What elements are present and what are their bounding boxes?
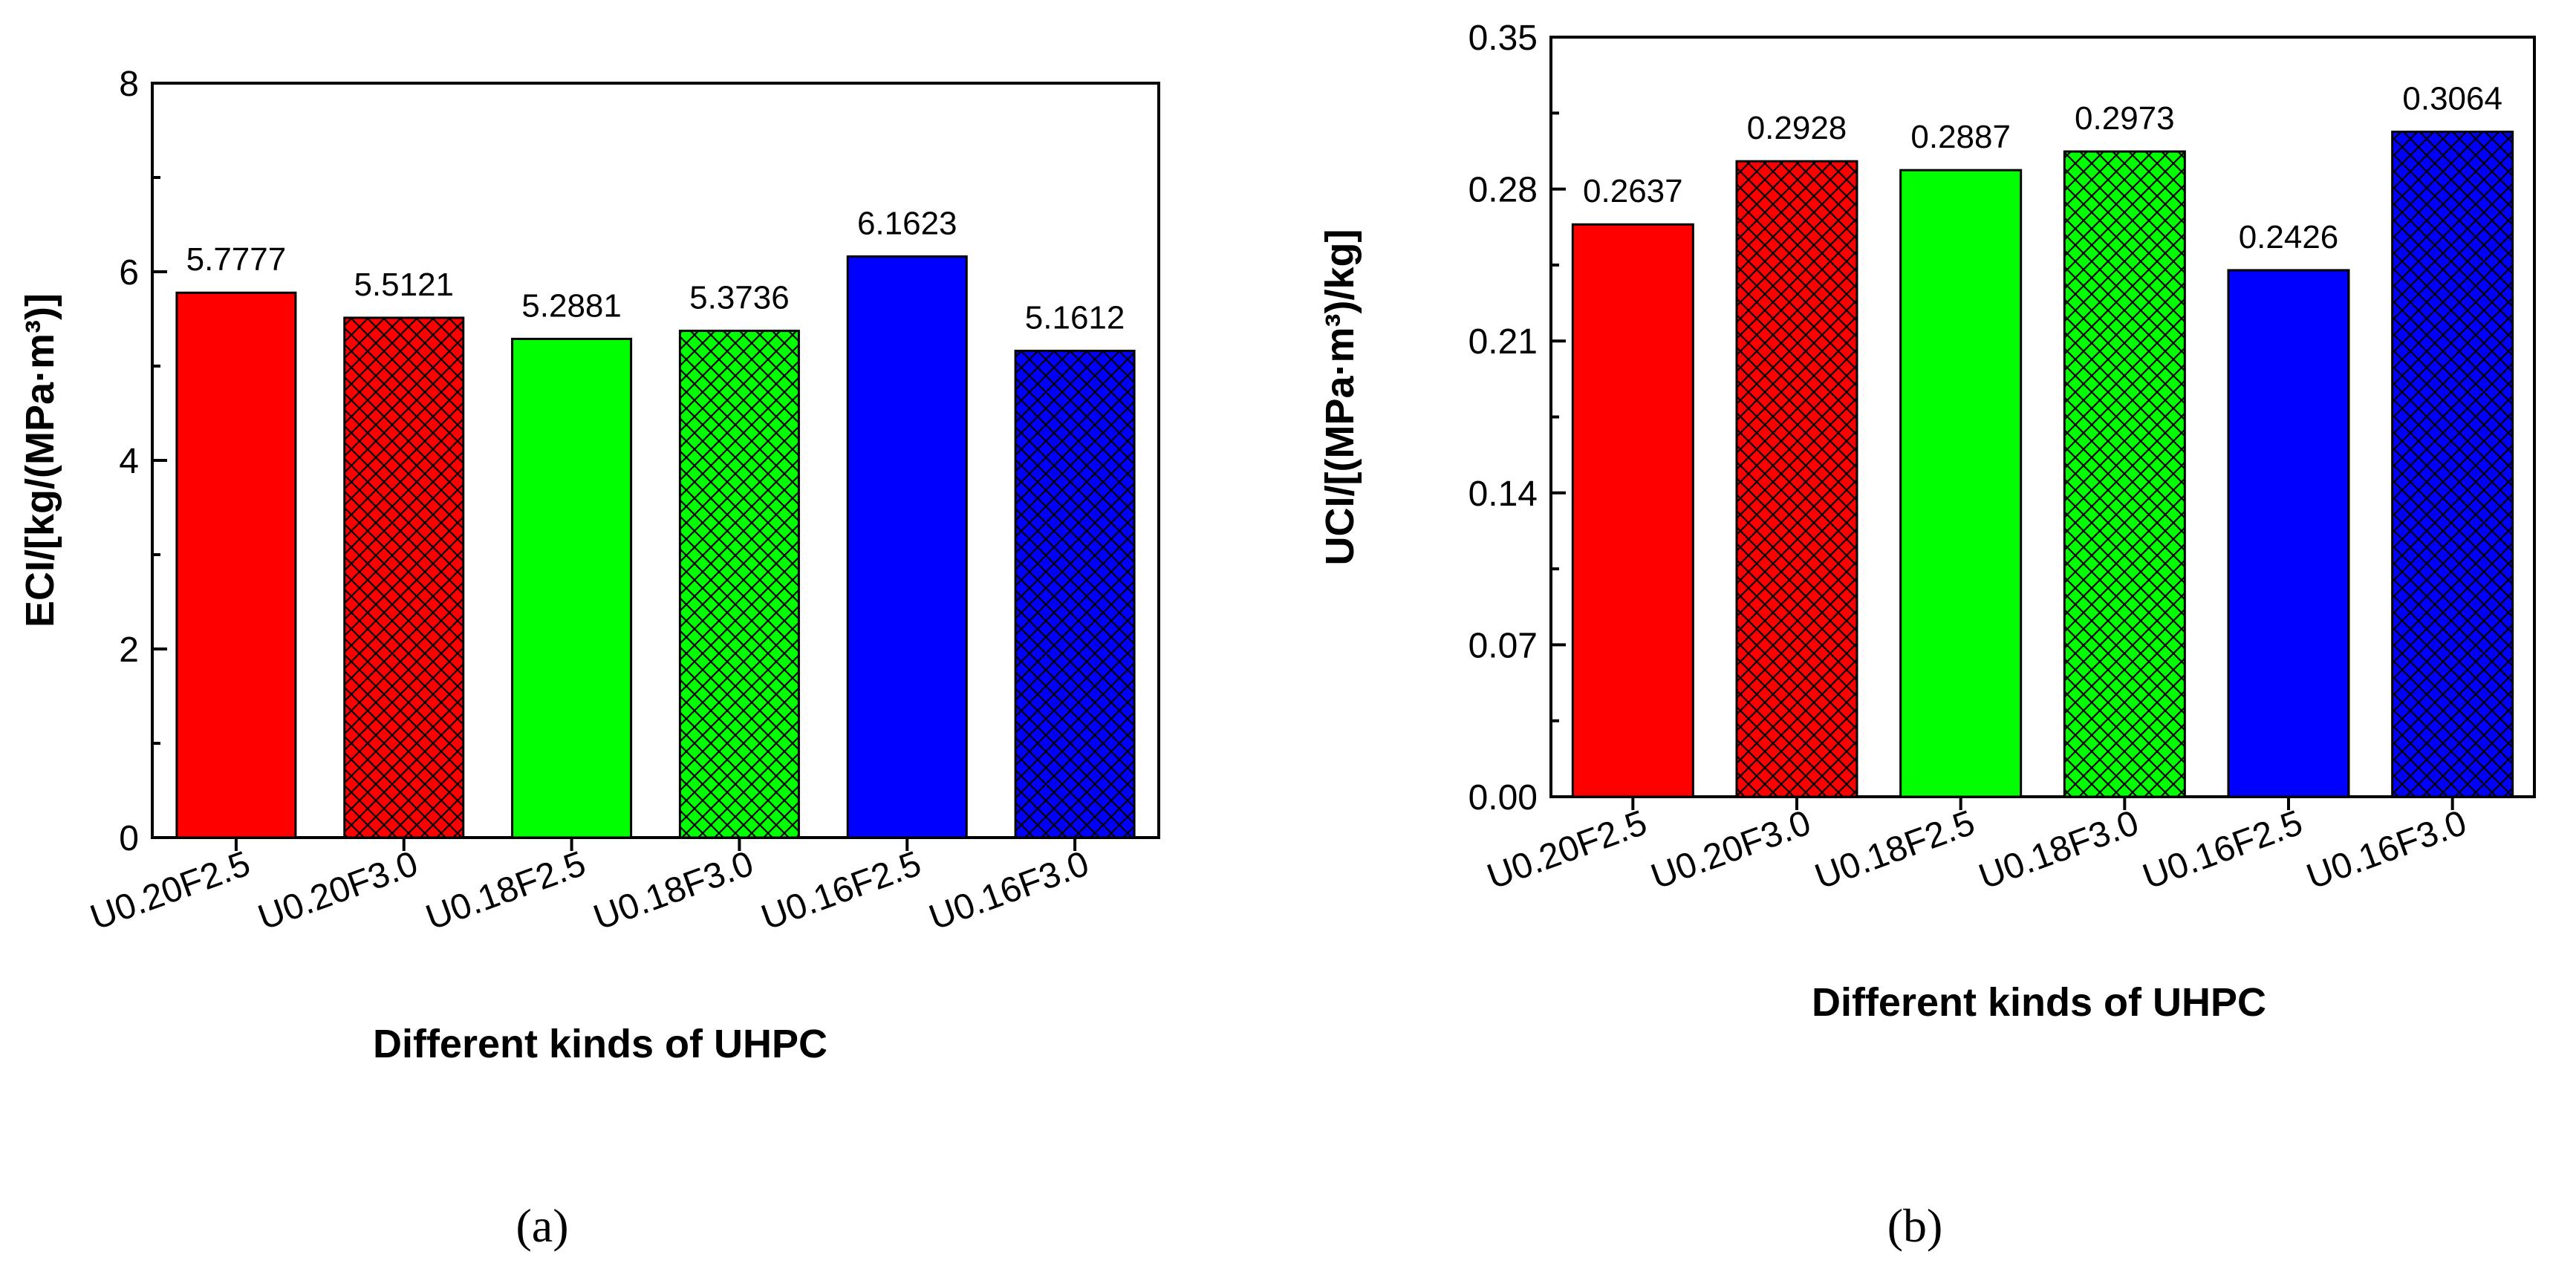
x-tick-label: U0.18F3.0 — [588, 844, 758, 938]
x-tick-label: U0.20F2.5 — [85, 844, 256, 938]
y-tick-label: 8 — [119, 65, 139, 104]
data-label: 0.2887 — [1910, 119, 2011, 155]
data-label: 0.2973 — [2075, 100, 2175, 137]
data-label: 5.2881 — [521, 287, 622, 324]
data-label: 5.5121 — [354, 267, 454, 303]
bar-U0-16F2-5 — [2227, 269, 2350, 798]
data-label: 5.1612 — [1025, 300, 1125, 336]
y-tick-label: 0.21 — [1468, 322, 1538, 362]
x-tick-label: U0.20F3.0 — [1646, 803, 1816, 897]
y-tick-label: 0 — [119, 819, 139, 858]
bar-U0-18F3-0 — [2063, 150, 2186, 798]
x-tick-label: U0.16F3.0 — [2302, 803, 2472, 897]
y-tick-label: 0.00 — [1468, 778, 1538, 818]
x-tick-label: U0.18F2.5 — [1810, 803, 1980, 897]
bar-U0-20F2-5 — [175, 291, 297, 839]
bar-U0-18F2-5 — [1899, 169, 2023, 798]
x-tick-label: U0.20F3.0 — [253, 844, 423, 938]
bar-U0-18F2-5 — [511, 337, 633, 839]
y-tick-label: 2 — [119, 630, 139, 670]
data-label: 6.1623 — [857, 205, 957, 241]
x-tick-label: U0.16F2.5 — [756, 844, 926, 938]
data-label: 0.2928 — [1747, 110, 1847, 146]
data-label: 0.3064 — [2402, 80, 2502, 117]
data-label: 5.7777 — [186, 241, 287, 278]
x-axis-title: Different kinds of UHPC — [1812, 980, 2266, 1025]
y-tick-label: 0.07 — [1468, 626, 1538, 665]
data-label: 0.2426 — [2239, 219, 2339, 255]
y-tick-label: 4 — [119, 442, 139, 481]
bar-U0-20F3-0 — [343, 316, 465, 839]
y-tick-label: 0.35 — [1468, 19, 1538, 58]
panel-label: (b) — [1887, 1199, 1943, 1252]
plot-frame — [151, 82, 1160, 839]
data-label: 5.3736 — [689, 280, 790, 316]
y-tick-label: 0.28 — [1468, 171, 1538, 210]
bar-U0-16F2-5 — [846, 255, 968, 839]
bar-U0-16F3-0 — [1014, 350, 1136, 839]
y-tick-label: 6 — [119, 253, 139, 293]
chart-panel-b: UCI/[(MPa·m³)/kg] Different kinds of UHP… — [1318, 19, 2536, 1252]
x-tick-label: U0.18F2.5 — [421, 844, 591, 938]
bar-U0-16F3-0 — [2391, 130, 2514, 798]
data-label: 0.2637 — [1583, 173, 1683, 209]
panel-label: (a) — [515, 1199, 568, 1252]
bar-U0-20F3-0 — [1735, 160, 1858, 798]
y-axis-title: ECI/[kg/(MPa·m³)] — [18, 293, 62, 627]
y-tick-label: 0.14 — [1468, 474, 1538, 514]
plot-frame — [1549, 36, 2536, 798]
bar-U0-18F3-0 — [678, 330, 800, 839]
y-axis-title: UCI/[(MPa·m³)/kg] — [1318, 229, 1362, 566]
x-axis-title: Different kinds of UHPC — [373, 1022, 827, 1066]
chart-panel-a: ECI/[kg/(MPa·m³)] Different kinds of UHP… — [18, 65, 1160, 1252]
x-tick-label: U0.16F3.0 — [924, 844, 1094, 938]
x-tick-label: U0.16F2.5 — [2138, 803, 2308, 897]
bar-U0-20F2-5 — [1571, 223, 1694, 798]
x-tick-label: U0.18F3.0 — [1974, 803, 2144, 897]
